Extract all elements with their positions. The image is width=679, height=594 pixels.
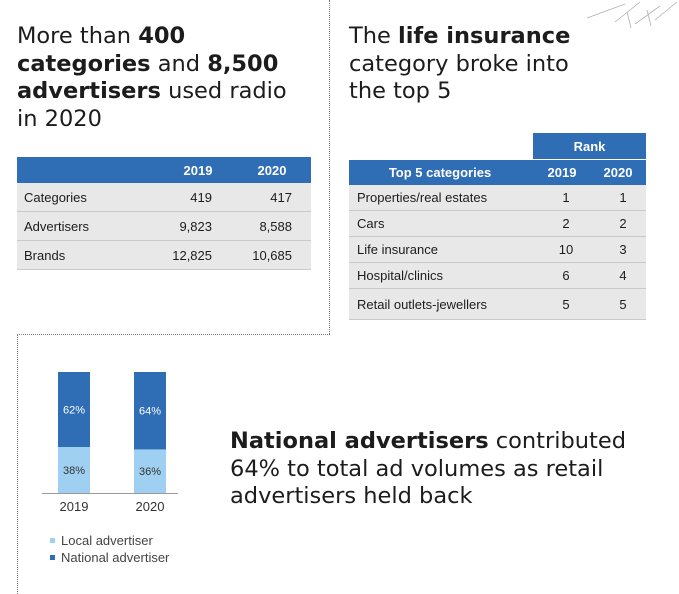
rank-2019: 10 xyxy=(558,242,574,257)
row-label: Hospital/clinics xyxy=(357,268,443,283)
row-label: Life insurance xyxy=(357,242,438,257)
row-label: Properties/real estates xyxy=(357,190,488,205)
legend-local-label: Local advertiser xyxy=(61,533,153,548)
rank-header: Rank xyxy=(533,133,646,159)
table-row: Categories 419 417 xyxy=(17,183,311,212)
headline-categories-advertisers: More than 400 categories and 8,500 adver… xyxy=(17,23,287,132)
row-label: Brands xyxy=(24,247,66,263)
legend-national-label: National advertiser xyxy=(61,550,170,565)
table-row: Properties/real estates 1 1 xyxy=(349,185,646,211)
rank-2020: 4 xyxy=(619,268,627,283)
col-header-2019: 2019 xyxy=(183,162,213,178)
data-label-local-2019: 38% xyxy=(63,465,85,477)
headline-national-advertisers: National advertisers contributed 64% to … xyxy=(230,428,626,509)
rank-2019: 1 xyxy=(562,190,570,205)
divider-vertical-top xyxy=(329,0,330,334)
rank-2019: 2 xyxy=(562,216,570,231)
rank-label: Rank xyxy=(573,138,606,154)
value-2019: 9,823 xyxy=(179,218,212,234)
divider-horizontal xyxy=(17,334,330,335)
table-row: Cars 2 2 xyxy=(349,211,646,237)
rank-2020: 2 xyxy=(619,216,627,231)
rank-2019: 6 xyxy=(562,268,570,283)
bar-local-2020 xyxy=(134,449,166,493)
rank-2019: 5 xyxy=(562,296,570,312)
col-header-2020: 2020 xyxy=(603,165,633,180)
bar-local-2019 xyxy=(58,447,90,493)
row-label: Retail outlets-jewellers xyxy=(357,296,488,312)
top-categories-header: Top 5 categories 2019 2020 xyxy=(349,160,646,185)
bar-national-2019 xyxy=(58,372,90,448)
legend-national-swatch xyxy=(50,555,55,560)
table-row: Brands 12,825 10,685 xyxy=(17,241,311,270)
rank-2020: 5 xyxy=(619,296,627,312)
col-header-categories: Top 5 categories xyxy=(388,165,492,180)
divider-vertical-bottom xyxy=(17,334,18,594)
value-2019: 419 xyxy=(190,189,212,205)
table-row: Retail outlets-jewellers 5 5 xyxy=(349,289,646,320)
headline-life-insurance: The life insurance category broke into t… xyxy=(349,23,571,104)
rank-2020: 3 xyxy=(619,242,627,257)
summary-table: 2019 2020 Categories 419 417 Advertisers… xyxy=(17,157,311,270)
decorative-sketch-lines xyxy=(586,1,678,29)
col-header-2019: 2019 xyxy=(547,165,577,180)
data-label-national-2020: 64% xyxy=(139,406,161,418)
table-row: Advertisers 9,823 8,588 xyxy=(17,212,311,241)
x-tick-label-2020: 2020 xyxy=(136,499,165,514)
legend-local-swatch xyxy=(50,538,55,543)
value-2020: 10,685 xyxy=(252,247,292,263)
table-row: Life insurance 10 3 xyxy=(349,237,646,263)
x-tick-label-2019: 2019 xyxy=(60,499,89,514)
row-label: Categories xyxy=(24,189,87,205)
legend-local: Local advertiser xyxy=(50,533,153,548)
data-label-local-2020: 36% xyxy=(139,466,161,478)
rank-2020: 1 xyxy=(619,190,627,205)
row-label: Advertisers xyxy=(24,218,90,234)
col-header-2020: 2020 xyxy=(257,162,287,178)
advertiser-share-chart: 38% 62% 2019 36% 64% 2020 xyxy=(42,372,178,514)
data-label-national-2019: 62% xyxy=(63,405,85,417)
bar-national-2020 xyxy=(134,372,166,450)
summary-table-header: 2019 2020 xyxy=(17,157,311,183)
top-categories-table: Rank Top 5 categories 2019 2020 Properti… xyxy=(349,133,646,321)
value-2019: 12,825 xyxy=(172,247,212,263)
value-2020: 417 xyxy=(270,189,292,205)
table-row: Hospital/clinics 6 4 xyxy=(349,263,646,289)
row-label: Cars xyxy=(357,216,385,231)
value-2020: 8,588 xyxy=(259,218,292,234)
legend-national: National advertiser xyxy=(50,550,169,565)
